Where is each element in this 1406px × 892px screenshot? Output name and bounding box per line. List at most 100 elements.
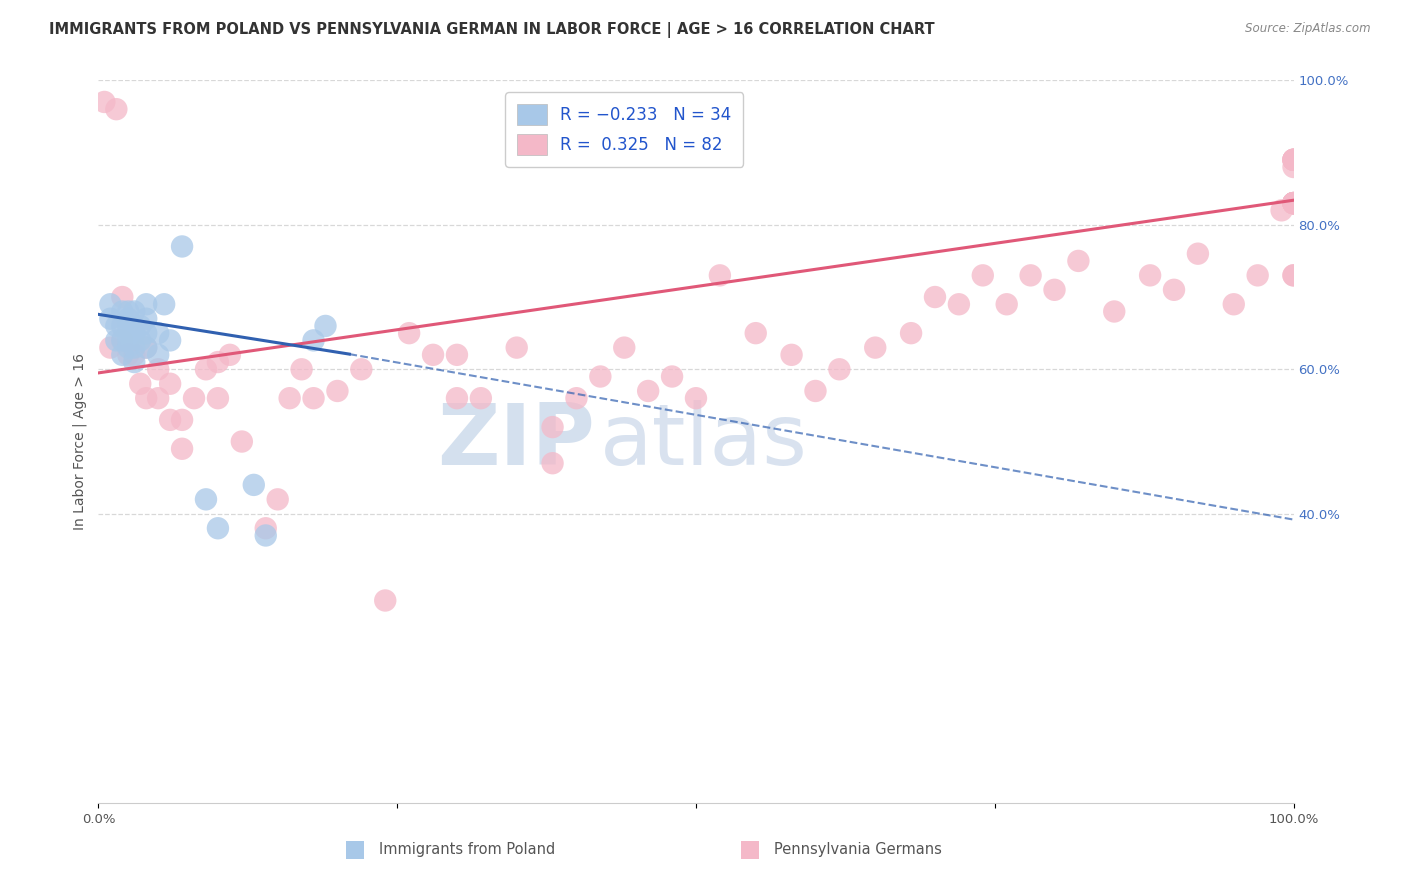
Point <box>589 369 612 384</box>
Text: IMMIGRANTS FROM POLAND VS PENNSYLVANIA GERMAN IN LABOR FORCE | AGE > 16 CORRELAT: IMMIGRANTS FROM POLAND VS PENNSYLVANIA G… <box>49 22 935 38</box>
Point <box>1282 196 1305 211</box>
Point <box>1247 268 1270 283</box>
Point <box>1282 153 1305 167</box>
Point <box>117 334 139 348</box>
Point <box>135 326 157 340</box>
Point <box>972 268 994 283</box>
Point <box>111 334 134 348</box>
Point <box>1282 153 1305 167</box>
Point <box>135 341 157 355</box>
Point <box>1282 196 1305 211</box>
Point <box>1282 153 1305 167</box>
Point <box>111 348 134 362</box>
Point <box>129 376 152 391</box>
Point <box>1019 268 1042 283</box>
Point <box>374 593 396 607</box>
Point <box>93 95 115 109</box>
Point <box>828 362 851 376</box>
Point <box>745 326 768 340</box>
Point <box>117 304 139 318</box>
Point <box>685 391 707 405</box>
Point <box>243 478 266 492</box>
Point <box>1282 196 1305 211</box>
Point <box>446 348 468 362</box>
Text: Source: ZipAtlas.com: Source: ZipAtlas.com <box>1246 22 1371 36</box>
Point <box>159 413 181 427</box>
Point <box>148 362 170 376</box>
Point <box>98 297 122 311</box>
Y-axis label: In Labor Force | Age > 16: In Labor Force | Age > 16 <box>73 353 87 530</box>
Point <box>1282 160 1305 174</box>
Point <box>1271 203 1294 218</box>
Point <box>159 334 181 348</box>
Point <box>98 311 122 326</box>
Point <box>148 348 170 362</box>
Point <box>326 384 349 398</box>
Point <box>105 318 128 333</box>
Point <box>219 348 242 362</box>
Point <box>124 348 146 362</box>
Point <box>661 369 683 384</box>
Point <box>291 362 314 376</box>
Point <box>124 341 146 355</box>
Text: atlas: atlas <box>600 400 808 483</box>
Point <box>111 290 134 304</box>
Point <box>1282 153 1305 167</box>
Point <box>1104 304 1126 318</box>
Point <box>470 391 492 405</box>
Point <box>254 521 277 535</box>
Point <box>254 528 277 542</box>
Point <box>129 334 152 348</box>
Point <box>135 341 157 355</box>
Point <box>315 318 337 333</box>
Point <box>153 297 176 311</box>
Point <box>183 391 205 405</box>
Point <box>506 341 529 355</box>
Point <box>1282 196 1305 211</box>
Point <box>1043 283 1066 297</box>
Point <box>124 326 146 340</box>
Point <box>302 334 325 348</box>
Point <box>124 355 146 369</box>
Point <box>865 341 887 355</box>
Point <box>709 268 731 283</box>
Point <box>117 318 139 333</box>
Point <box>129 318 152 333</box>
Point <box>1282 196 1305 211</box>
Point <box>135 311 157 326</box>
Point <box>207 355 229 369</box>
Point <box>111 304 134 318</box>
Point <box>135 297 157 311</box>
Point <box>124 304 146 318</box>
Point <box>1282 196 1305 211</box>
Point <box>1163 283 1185 297</box>
Point <box>541 420 564 434</box>
Point <box>613 341 636 355</box>
Point <box>637 384 659 398</box>
Point <box>565 391 588 405</box>
Point <box>1187 246 1209 260</box>
Point <box>948 297 970 311</box>
Point <box>105 102 128 116</box>
Point <box>1282 268 1305 283</box>
Point <box>1067 253 1090 268</box>
Point <box>1282 196 1305 211</box>
Point <box>1282 268 1305 283</box>
Point <box>231 434 253 449</box>
Point <box>1282 196 1305 211</box>
Point <box>446 391 468 405</box>
Point <box>267 492 290 507</box>
Point <box>302 391 325 405</box>
Point <box>117 311 139 326</box>
Point <box>172 413 194 427</box>
Point <box>398 326 420 340</box>
Text: Pennsylvania Germans: Pennsylvania Germans <box>773 842 942 857</box>
Point <box>111 334 134 348</box>
Point <box>207 391 229 405</box>
Point <box>98 341 122 355</box>
Point <box>195 362 218 376</box>
Point <box>172 442 194 456</box>
Text: Immigrants from Poland: Immigrants from Poland <box>380 842 555 857</box>
Point <box>135 391 157 405</box>
Point <box>1223 297 1246 311</box>
